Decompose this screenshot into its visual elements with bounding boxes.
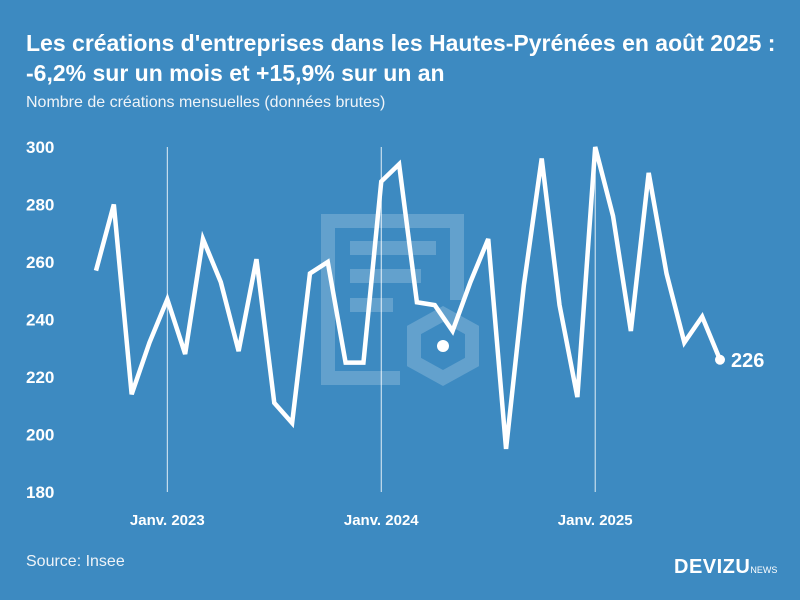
- chart-title: Les créations d'entreprises dans les Hau…: [26, 30, 776, 86]
- last-point-marker: [715, 354, 725, 365]
- logo-suffix: NEWS: [750, 565, 778, 575]
- y-tick-label: 280: [26, 196, 54, 215]
- logo-main: DEVIZU: [674, 556, 751, 578]
- source-note: Source: Insee: [26, 553, 125, 570]
- y-tick-label: 180: [26, 483, 54, 502]
- y-tick-label: 240: [26, 311, 54, 330]
- y-tick-label: 260: [26, 253, 54, 272]
- x-tick-label: Janv. 2025: [558, 512, 633, 529]
- chart-subtitle: Nombre de créations mensuelles (données …: [26, 94, 386, 111]
- y-tick-label: 300: [26, 138, 54, 157]
- x-tick-label: Janv. 2024: [344, 512, 419, 529]
- series-line: [93, 146, 723, 450]
- y-tick-label: 220: [26, 368, 54, 387]
- brand-logo: DEVIZUNEWS: [674, 556, 777, 579]
- watermark-icon: [321, 214, 479, 386]
- y-tick-label: 200: [26, 426, 54, 445]
- last-value-label: 226: [731, 350, 764, 372]
- x-tick-label: Janv. 2023: [130, 512, 205, 529]
